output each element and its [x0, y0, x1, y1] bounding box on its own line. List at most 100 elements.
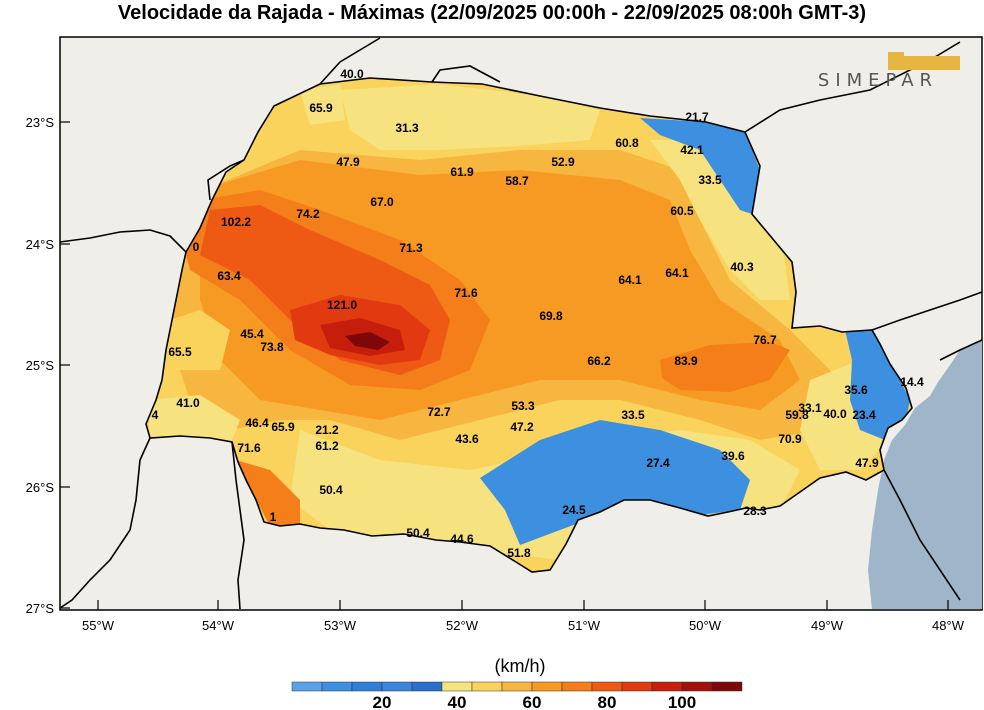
- colorbar-tick-label: 20: [373, 693, 392, 710]
- station-value: 33.1: [798, 401, 822, 415]
- lon-tick-label: 50°W: [689, 618, 722, 633]
- station-value: 33.5: [621, 408, 645, 422]
- colorbar-unit: (km/h): [494, 656, 546, 676]
- colorbar-tick-label: 100: [668, 693, 696, 710]
- colorbar-swatch: [351, 681, 383, 692]
- colorbar-swatch: [381, 681, 413, 692]
- station-value: 44.6: [450, 532, 474, 546]
- station-value: 40.3: [730, 260, 754, 274]
- simepar-logo: SIMEPAR: [818, 52, 960, 91]
- lat-tick-label: 26°S: [26, 480, 55, 495]
- colorbar-swatch: [591, 681, 623, 692]
- lat-tick-label: 27°S: [26, 601, 55, 616]
- station-value: 60.5: [670, 204, 694, 218]
- station-value: 71.6: [237, 441, 261, 455]
- station-value: 64.1: [665, 266, 689, 280]
- station-value: 67.0: [370, 195, 394, 209]
- station-value: 33.5: [698, 173, 722, 187]
- ocean: [868, 340, 982, 609]
- station-value: 45.4: [240, 327, 264, 341]
- station-value: 21.7: [685, 110, 709, 124]
- state-border: [145, 77, 913, 573]
- station-value: 72.7: [427, 405, 451, 419]
- colorbar-swatch: [531, 681, 563, 692]
- station-value: 42.1: [680, 143, 704, 157]
- station-value: 65.9: [271, 420, 295, 434]
- station-value: 102.2: [221, 215, 251, 229]
- station-value: 60.8: [615, 136, 639, 150]
- lat-tick-label: 23°S: [26, 115, 55, 130]
- station-value: 58.7: [505, 174, 529, 188]
- lat-tick-label: 24°S: [26, 237, 55, 252]
- station-value: 23.4: [852, 408, 876, 422]
- station-value: 4: [152, 408, 159, 422]
- station-value: 50.4: [406, 526, 430, 540]
- colorbar-swatch: [411, 681, 443, 692]
- station-value: 47.9: [336, 155, 360, 169]
- station-value: 39.6: [721, 449, 745, 463]
- colorbar-swatch: [711, 681, 743, 692]
- station-value: 31.3: [395, 121, 419, 135]
- station-value: 64.1: [618, 273, 642, 287]
- lon-tick-label: 55°W: [82, 618, 115, 633]
- station-value: 69.8: [539, 309, 563, 323]
- station-value: 27.4: [646, 456, 670, 470]
- station-value: 76.7: [753, 333, 777, 347]
- station-value: 1: [270, 510, 277, 524]
- colorbar-swatch: [501, 681, 533, 692]
- station-value: 51.8: [507, 546, 531, 560]
- station-value: 61.9: [450, 165, 474, 179]
- station-value: 59.8: [785, 408, 809, 422]
- station-value: 43.6: [455, 432, 479, 446]
- lon-tick-label: 48°W: [932, 618, 965, 633]
- map-title: Velocidade da Rajada - Máximas (22/09/20…: [117, 2, 867, 24]
- lon-tick-label: 51°W: [568, 618, 601, 633]
- colorbar: 20 40 60 80 100: [291, 681, 743, 710]
- colorbar-swatch: [441, 681, 473, 692]
- station-value: 70.9: [778, 432, 802, 446]
- station-value: 83.9: [674, 354, 698, 368]
- colorbar-swatch: [291, 681, 323, 692]
- station-labels: 40.0 65.9 31.3 21.7 60.8 42.1 47.9 61.9 52.9 58.7…: [152, 67, 924, 560]
- station-value: 35.6: [844, 383, 868, 397]
- station-value: 63.4: [217, 269, 241, 283]
- station-value: 121.0: [327, 298, 357, 312]
- colorbar-tick-label: 40: [448, 693, 467, 710]
- station-value: 65.9: [309, 101, 333, 115]
- station-value: 41.0: [176, 396, 200, 410]
- colorbar-swatch: [321, 681, 353, 692]
- colorbar-tick-label: 60: [523, 693, 542, 710]
- station-value: 65.5: [168, 345, 192, 359]
- station-value: 53.3: [511, 399, 535, 413]
- longitude-ticks: 55°W 54°W 53°W 52°W 51°W 50°W 49°W 48°W: [82, 600, 965, 633]
- lon-tick-label: 54°W: [202, 618, 235, 633]
- station-value: 71.6: [454, 286, 478, 300]
- latitude-ticks: 23°S 24°S 25°S 26°S 27°S: [26, 115, 70, 616]
- colorbar-swatch: [561, 681, 593, 692]
- station-value: 14.4: [900, 375, 924, 389]
- colorbar-tick-label: 80: [598, 693, 617, 710]
- lon-tick-label: 52°W: [446, 618, 479, 633]
- station-value: 24.5: [562, 503, 586, 517]
- station-value: 21.2: [315, 423, 339, 437]
- station-value: 28.3: [743, 504, 767, 518]
- station-value: 71.3: [399, 241, 423, 255]
- gust-contours: [146, 78, 912, 572]
- colorbar-swatch: [471, 681, 503, 692]
- station-value: 40.0: [340, 67, 364, 81]
- station-value: 47.9: [855, 456, 879, 470]
- station-value: 73.8: [260, 340, 284, 354]
- lon-tick-label: 49°W: [811, 618, 844, 633]
- station-value: 0: [193, 240, 200, 254]
- station-value: 61.2: [315, 439, 339, 453]
- station-value: 74.2: [296, 207, 320, 221]
- colorbar-swatch: [621, 681, 653, 692]
- logo-text: SIMEPAR: [818, 70, 938, 91]
- station-value: 40.0: [823, 407, 847, 421]
- lat-tick-label: 25°S: [26, 358, 55, 373]
- lon-tick-label: 53°W: [324, 618, 357, 633]
- station-value: 50.4: [319, 483, 343, 497]
- station-value: 46.4: [245, 416, 269, 430]
- colorbar-swatch: [681, 681, 713, 692]
